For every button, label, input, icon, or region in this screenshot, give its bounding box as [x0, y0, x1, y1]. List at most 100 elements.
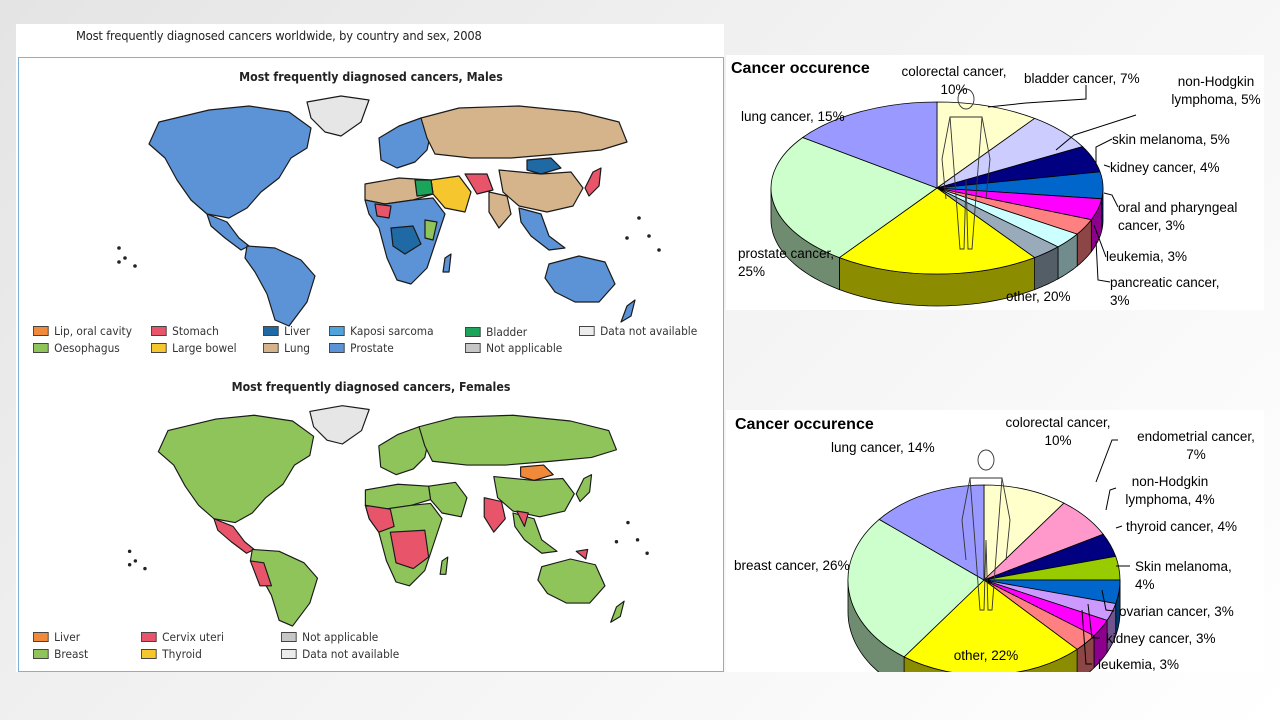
map-region-china [498, 169, 584, 213]
map-region-south-central-africa [389, 529, 430, 570]
map-region-new-zealand [620, 299, 636, 323]
legend-item: Lung [263, 341, 310, 355]
pie-data-label: cancer, 3% [1118, 218, 1185, 233]
pie-data-label: non-Hodgkin [1178, 74, 1255, 89]
map-region-egypt [414, 179, 434, 197]
map-region-russia [420, 105, 628, 159]
pie-data-label: thyroid cancer, 4% [1126, 519, 1237, 534]
map-region-south-asia [488, 191, 512, 229]
pie-data-label: oral and pharyngeal [1118, 200, 1237, 215]
pie-data-label: other, 22% [954, 648, 1019, 663]
map-region-southeast-asia [518, 207, 566, 251]
pie-data-label: 10% [1044, 433, 1071, 448]
legend-item: Lip, oral cavity [33, 324, 132, 338]
pie-data-label: 4% [1135, 577, 1155, 592]
females-map-title: Most frequently diagnosed cancers, Femal… [231, 380, 511, 394]
pie-data-label: lung cancer, 14% [831, 440, 935, 455]
legend-item: Oesophagus [33, 341, 120, 355]
leader-line [1103, 192, 1119, 208]
map-region-central-africa [390, 225, 422, 255]
map-region-europe [378, 117, 432, 169]
leader-line [1095, 439, 1118, 483]
map-region-greenland [306, 95, 370, 137]
legend-item: Stomach [151, 324, 219, 338]
pie-data-label: leukemia, 3% [1106, 249, 1187, 264]
leader-line [1105, 487, 1117, 511]
legend-swatch [465, 343, 481, 353]
map-region-china [493, 476, 575, 518]
pie-data-label: kidney cancer, 4% [1110, 160, 1220, 175]
pie-data-label: 7% [1186, 447, 1206, 462]
pie-slices [847, 484, 1121, 672]
pie-slice [936, 101, 1036, 189]
pie-data-label: pancreatic cancer, [1110, 275, 1220, 290]
legend-item: Cervix uteri [141, 630, 224, 644]
pie-data-label: other, 20% [1006, 289, 1071, 304]
map-region-madagascar [442, 253, 452, 273]
legend-item: Data not available [579, 324, 697, 338]
map-region-south-america [244, 245, 316, 327]
legend-swatch [579, 326, 595, 336]
pie-data-label: breast cancer, 26% [734, 558, 850, 573]
map-region-australia [537, 558, 606, 604]
leader-line [1055, 114, 1137, 151]
legend-item: Data not available [281, 647, 399, 661]
map-region-australia [544, 255, 616, 303]
pie-labels: colorectal cancer, 10% endometrial cancer,… [734, 415, 1255, 672]
legend-item: Bladder [465, 325, 527, 339]
map-region-southeast-asia [512, 512, 558, 554]
pie-slice [801, 101, 938, 189]
legend-item: Not applicable [281, 630, 378, 644]
leader-line [1103, 164, 1111, 168]
legend-swatch [141, 649, 157, 659]
pie-data-label: leukemia, 3% [1098, 657, 1179, 672]
pie-data-label: skin melanoma, 5% [1112, 132, 1230, 147]
pie-data-label: lung cancer, 15% [741, 109, 845, 124]
pie-slice [903, 579, 1078, 672]
legend-item: Liver [263, 324, 310, 338]
legend-swatch [263, 343, 279, 353]
pie-data-label: bladder cancer, 7% [1024, 71, 1140, 86]
leader-line [1095, 138, 1113, 165]
legend-swatch [263, 326, 279, 336]
female-pie-chart-panel: Cancer occurence colorectal cancer, 10% end… [726, 410, 1264, 672]
pie-data-label: 25% [738, 264, 765, 279]
pie-labels: colorectal cancer, 10% bladder cancer, 7% n… [738, 64, 1261, 308]
legend-swatch [329, 326, 345, 336]
map-box: Most frequently diagnosed cancers, Males [18, 57, 724, 672]
map-region-iran [464, 173, 494, 195]
pie-slice [770, 137, 938, 259]
legend-swatch [151, 326, 167, 336]
map-region-madagascar [439, 556, 449, 575]
pie-data-label: lymphoma, 5% [1171, 92, 1260, 107]
males-map-title: Most frequently diagnosed cancers, Males [239, 70, 503, 84]
legend-swatch [33, 649, 49, 659]
legend-item: Prostate [329, 341, 394, 355]
legend-swatch [33, 326, 49, 336]
legend-item: Thyroid [141, 647, 202, 661]
map-region-andes [249, 560, 273, 587]
legend-item: Kaposi sarcoma [329, 324, 434, 338]
pie-data-label: 3% [1110, 293, 1130, 308]
legend-item: Large bowel [151, 341, 237, 355]
pie-data-label: lymphoma, 4% [1125, 492, 1214, 507]
human-figure-illustration [941, 88, 991, 250]
pie-data-label: colorectal cancer, [901, 64, 1006, 79]
pie-title: Cancer occurence [735, 416, 874, 433]
map-region-west-africa [374, 203, 392, 219]
legend-swatch [281, 632, 297, 642]
legend-swatch [151, 343, 167, 353]
map-region-greenland [309, 405, 370, 445]
human-figure-illustration [961, 449, 1011, 611]
map-region-central-america [213, 518, 255, 554]
pie-data-label: ovarian cancer, 3% [1119, 604, 1234, 619]
female-pie-chart: Cancer occurence colorectal cancer, 10% end… [734, 415, 1255, 672]
legend-item: Liver [33, 630, 80, 644]
pie-title: Cancer occurence [731, 60, 870, 77]
map-panel: Most frequently diagnosed cancers worldw… [16, 24, 724, 672]
figure-title: Most frequently diagnosed cancers worldw… [76, 28, 482, 43]
legend-swatch [141, 632, 157, 642]
leader-line [1095, 240, 1111, 283]
leader-line [987, 85, 1087, 108]
pie-data-label: non-Hodgkin [1132, 474, 1209, 489]
